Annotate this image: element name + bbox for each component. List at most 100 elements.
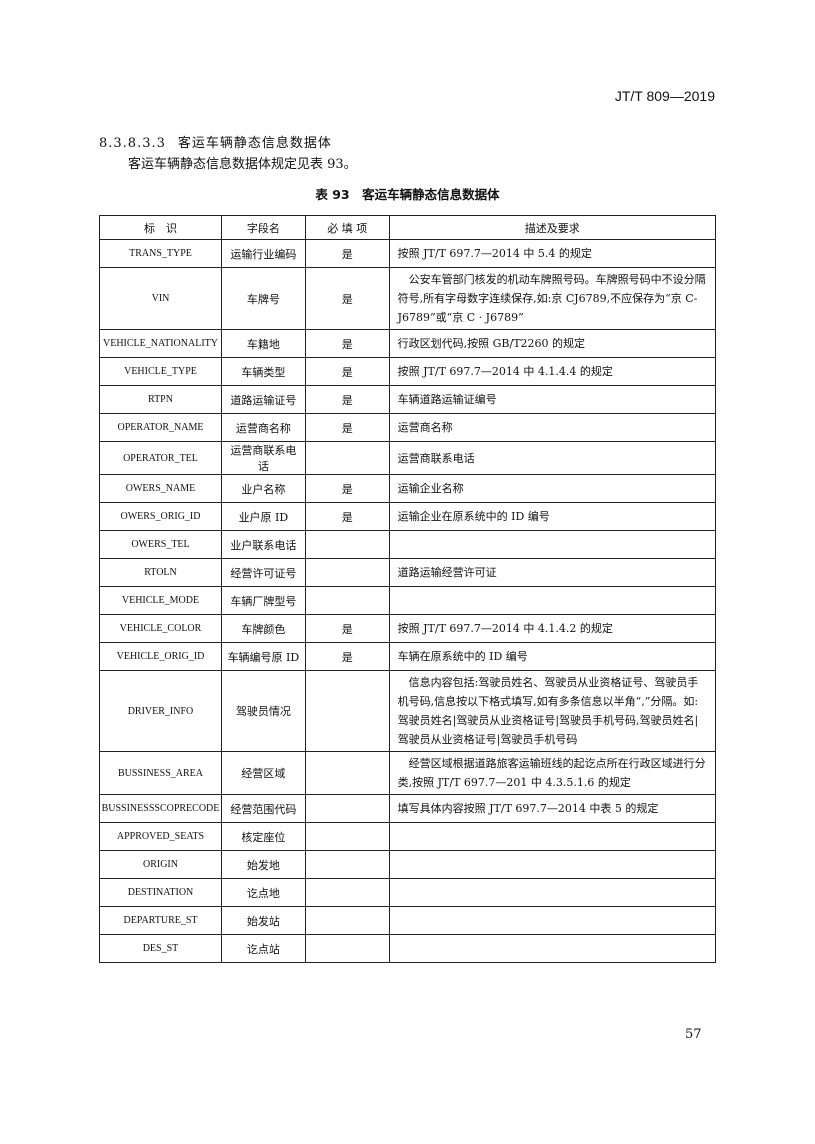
cell-required: 是 xyxy=(304,267,390,330)
cell-field-name: 车牌号 xyxy=(220,267,306,330)
cell-description xyxy=(388,878,717,907)
cell-field-name: 业户原 ID xyxy=(220,502,306,531)
table-row: OWERS_ORIG_ID 业户原 ID 是运输企业在原系统中的 ID 编号 xyxy=(99,502,717,531)
cell-field-name: 驾驶员情况 xyxy=(220,670,306,752)
cell-identifier: ORIGIN xyxy=(99,850,222,879)
cell-identifier: RTOLN xyxy=(99,558,222,587)
cell-identifier: OPERATOR_TEL xyxy=(99,441,222,475)
cell-field-name: 车辆类型 xyxy=(220,357,306,386)
cell-description: 按照 JT/T 697.7—2014 中 5.4 的规定 xyxy=(388,239,717,268)
table-row: VEHICLE_MODE 车辆厂牌型号 xyxy=(99,586,717,615)
section-heading: 8.3.8.3.3 客运车辆静态信息数据体 xyxy=(99,132,344,151)
header-required: 必 填 项 xyxy=(304,215,390,240)
cell-description xyxy=(388,906,717,935)
cell-required: 是 xyxy=(304,642,390,671)
cell-field-name: 车辆编号原 ID xyxy=(220,642,306,671)
cell-description: 车辆道路运输证编号 xyxy=(388,385,717,414)
cell-description: 行政区划代码,按照 GB/T2260 的规定 xyxy=(388,329,717,358)
table-row: DES_ST 讫点站 xyxy=(99,934,717,963)
cell-description xyxy=(388,934,717,963)
cell-required xyxy=(304,441,390,475)
cell-description: 道路运输经营许可证 xyxy=(388,558,717,587)
cell-required: 是 xyxy=(304,614,390,643)
standard-number: JT/T 809—2019 xyxy=(614,88,715,104)
cell-identifier: DESTINATION xyxy=(99,878,222,907)
table-row: BUSSINESS_AREA 经营区域 经营区域根据道路旅客运输班线的起讫点所在行… xyxy=(99,751,717,795)
table-row: DEPARTURE_ST 始发站 xyxy=(99,906,717,935)
cell-identifier: APPROVED_SEATS xyxy=(99,822,222,851)
table-row: OPERATOR_TEL 运营商联系电话 运营商联系电话 xyxy=(99,441,717,475)
cell-required xyxy=(304,751,390,795)
table-row: BUSSINESSSCOPRECODE 经营范围代码 填写具体内容按照 JT/T 6… xyxy=(99,794,717,823)
data-table: 标 识 字段名 必 填 项 描述及要求 TRANS_TYPE 运输行业编码是按照 … xyxy=(99,215,717,963)
cell-identifier: DES_ST xyxy=(99,934,222,963)
table-caption: 表 93 客运车辆静态信息数据体 xyxy=(315,187,500,202)
page-number: 57 xyxy=(685,1027,702,1042)
header-identifier: 标 识 xyxy=(99,215,222,240)
cell-identifier: VEHICLE_COLOR xyxy=(99,614,222,643)
cell-description: 信息内容包括:驾驶员姓名、驾驶员从业资格证号、驾驶员手机号码,信息按以下格式填写… xyxy=(388,670,717,752)
cell-description: 公安车管部门核发的机动车牌照号码。车牌照号码中不设分隔符号,所有字母数字连续保存… xyxy=(388,267,717,330)
cell-identifier: OWERS_TEL xyxy=(99,530,222,559)
cell-description: 运输企业名称 xyxy=(388,474,717,503)
cell-description: 车辆在原系统中的 ID 编号 xyxy=(388,642,717,671)
cell-description: 按照 JT/T 697.7—2014 中 4.1.4.2 的规定 xyxy=(388,614,717,643)
cell-field-name: 核定座位 xyxy=(220,822,306,851)
table-row: ORIGIN 始发地 xyxy=(99,850,717,879)
table-row: APPROVED_SEATS 核定座位 xyxy=(99,822,717,851)
cell-field-name: 讫点站 xyxy=(220,934,306,963)
table-row: VEHICLE_TYPE 车辆类型是按照 JT/T 697.7—2014 中 4.… xyxy=(99,357,717,386)
cell-identifier: VEHICLE_MODE xyxy=(99,586,222,615)
cell-identifier: TRANS_TYPE xyxy=(99,239,222,268)
table-row: RTPN 道路运输证号是车辆道路运输证编号 xyxy=(99,385,717,414)
cell-identifier: DRIVER_INFO xyxy=(99,670,222,752)
cell-description: 运输企业在原系统中的 ID 编号 xyxy=(388,502,717,531)
cell-field-name: 经营许可证号 xyxy=(220,558,306,587)
cell-identifier: OWERS_NAME xyxy=(99,474,222,503)
cell-description: 运营商名称 xyxy=(388,413,717,442)
cell-identifier: BUSSINESSSCOPRECODE xyxy=(99,794,222,823)
cell-required: 是 xyxy=(304,474,390,503)
table-row: DESTINATION 讫点地 xyxy=(99,878,717,907)
cell-required xyxy=(304,906,390,935)
cell-description: 经营区域根据道路旅客运输班线的起讫点所在行政区域进行分类,按照 JT/T 697… xyxy=(388,751,717,795)
cell-identifier: VEHICLE_NATIONALITY xyxy=(99,329,222,358)
cell-required: 是 xyxy=(304,329,390,358)
cell-description: 运营商联系电话 xyxy=(388,441,717,475)
cell-field-name: 业户名称 xyxy=(220,474,306,503)
cell-identifier: BUSSINESS_AREA xyxy=(99,751,222,795)
cell-identifier: VEHICLE_ORIG_ID xyxy=(99,642,222,671)
cell-identifier: RTPN xyxy=(99,385,222,414)
cell-description: 按照 JT/T 697.7—2014 中 4.1.4.4 的规定 xyxy=(388,357,717,386)
cell-field-name: 讫点地 xyxy=(220,878,306,907)
table-row: DRIVER_INFO 驾驶员情况 信息内容包括:驾驶员姓名、驾驶员从业资格证号、… xyxy=(99,670,717,752)
cell-required xyxy=(304,934,390,963)
cell-description xyxy=(388,850,717,879)
table-row: VEHICLE_NATIONALITY 车籍地是行政区划代码,按照 GB/T226… xyxy=(99,329,717,358)
cell-required: 是 xyxy=(304,502,390,531)
cell-field-name: 运营商联系电话 xyxy=(220,441,306,475)
cell-field-name: 业户联系电话 xyxy=(220,530,306,559)
cell-required: 是 xyxy=(304,239,390,268)
cell-description: 填写具体内容按照 JT/T 697.7—2014 中表 5 的规定 xyxy=(388,794,717,823)
section-number: 8.3.8.3.3 xyxy=(99,136,166,151)
cell-required xyxy=(304,586,390,615)
cell-field-name: 车辆厂牌型号 xyxy=(220,586,306,615)
header-field-name: 字段名 xyxy=(220,215,306,240)
cell-required xyxy=(304,878,390,907)
cell-field-name: 车籍地 xyxy=(220,329,306,358)
cell-field-name: 车牌颜色 xyxy=(220,614,306,643)
cell-identifier: VIN xyxy=(99,267,222,330)
section-intro: 客运车辆静态信息数据体规定见表 93。 xyxy=(128,157,357,172)
cell-field-name: 经营范围代码 xyxy=(220,794,306,823)
cell-identifier: DEPARTURE_ST xyxy=(99,906,222,935)
cell-field-name: 运输行业编码 xyxy=(220,239,306,268)
cell-required: 是 xyxy=(304,413,390,442)
cell-field-name: 运营商名称 xyxy=(220,413,306,442)
cell-required xyxy=(304,794,390,823)
table-row: OPERATOR_NAME 运营商名称是运营商名称 xyxy=(99,413,717,442)
section-title: 客运车辆静态信息数据体 xyxy=(177,136,332,151)
table-row: RTOLN 经营许可证号 道路运输经营许可证 xyxy=(99,558,717,587)
cell-description xyxy=(388,586,717,615)
cell-required xyxy=(304,822,390,851)
